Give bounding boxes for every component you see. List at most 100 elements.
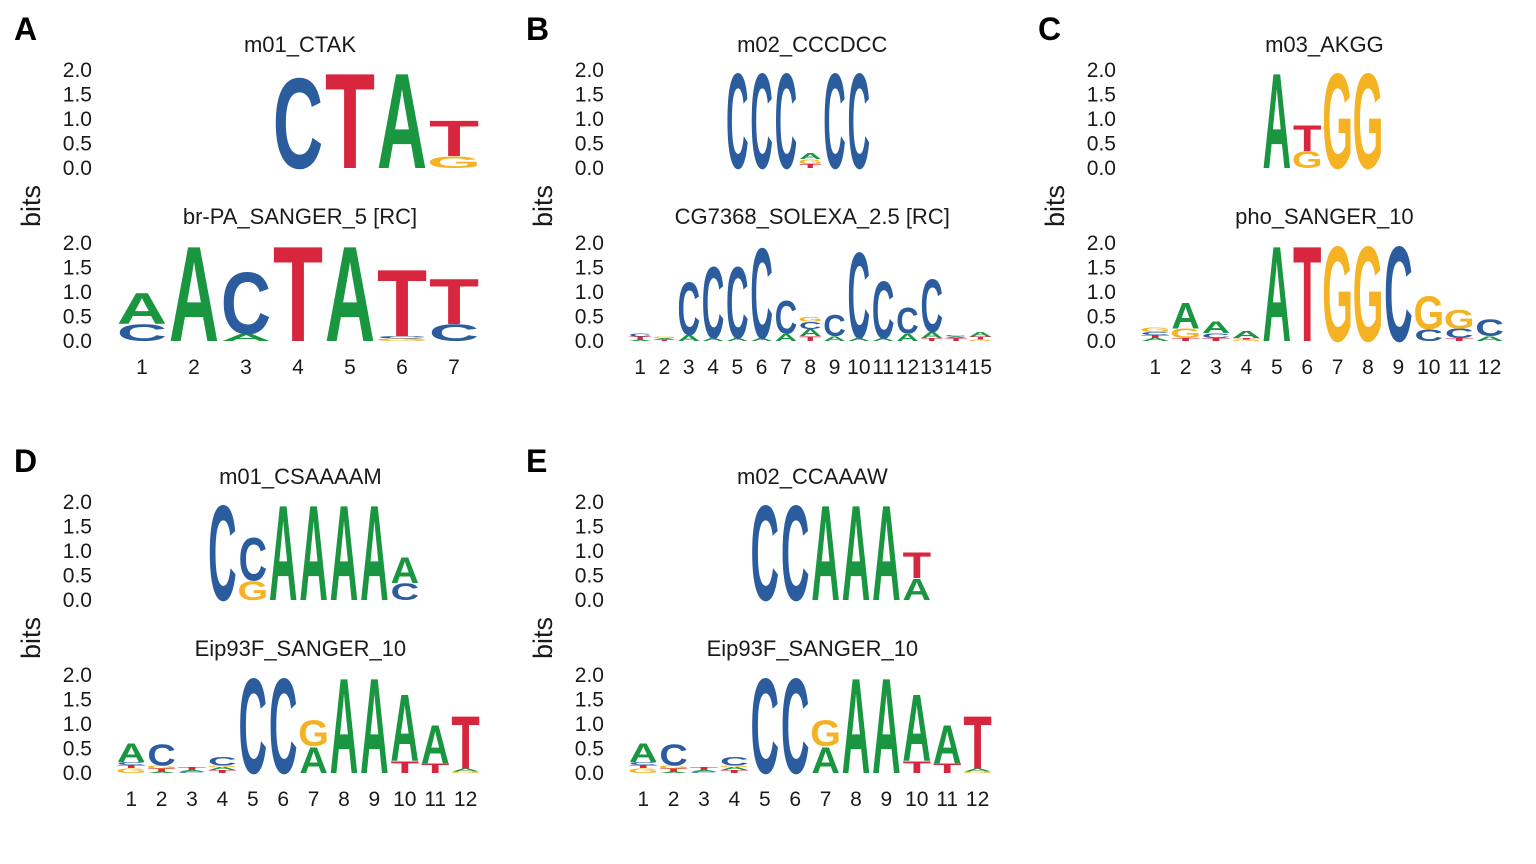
- match-logo-col12-letter-A: A: [896, 332, 919, 344]
- match-logo-col2-letter-A: A: [659, 771, 687, 773]
- match-logo-col5-letter-C: C: [751, 651, 779, 803]
- match-logo-column-13: TAC: [921, 266, 944, 350]
- match-logo-col5-letter-C: C: [726, 246, 748, 360]
- match-logo-column-6: AC: [750, 221, 772, 365]
- query-logo-col7-letter-A: A: [391, 550, 419, 592]
- query-logo-col4-letter-A: A: [842, 478, 870, 630]
- query-ytick-2.0: 2.0: [1087, 59, 1116, 82]
- y-axis-label: bits: [16, 617, 46, 659]
- xtick-11: 11: [424, 788, 446, 811]
- match-logo-col12-letter-C: C: [1475, 315, 1503, 341]
- match-ytick-0.0: 0.0: [1087, 330, 1116, 353]
- match-logo-col4-letter-G: G: [1231, 339, 1262, 341]
- match-logo-col11-letter-T: T: [1445, 337, 1473, 342]
- match-logo-col6-letter-C: C: [750, 221, 772, 365]
- match-logo-col1-letter-G: G: [116, 767, 147, 775]
- match-logo-column-11: TCG: [1444, 304, 1475, 342]
- xtick-8: 8: [850, 788, 862, 811]
- match-logo-col4-letter-A: A: [1232, 329, 1261, 340]
- match-logo-col8-letter-A: A: [330, 651, 358, 803]
- match-motif-title: Eip93F_SANGER_10: [195, 636, 407, 661]
- match-ytick-0.5: 0.5: [575, 306, 604, 329]
- match-logo-col3-letter-T: T: [1202, 337, 1230, 342]
- panel-letter: C: [1038, 11, 1061, 47]
- match-logo-col1-letter-T: T: [117, 765, 145, 770]
- query-logo-col3-letter-A: A: [811, 478, 839, 630]
- query-logo-column-4: G: [1353, 46, 1384, 198]
- match-logo-col6-letter-C: C: [781, 651, 809, 803]
- match-logo-col13-letter-A: A: [921, 331, 943, 340]
- match-logo-col8-letter-G: G: [1353, 219, 1384, 371]
- match-logo-col10-letter-C: C: [1415, 326, 1444, 344]
- xtick-12: 12: [966, 788, 989, 811]
- xtick-6: 6: [277, 788, 289, 811]
- match-logo-col15-letter-A: A: [969, 331, 991, 339]
- xtick-12: 12: [1478, 356, 1501, 379]
- match-logo-col3-letter-C: C: [178, 771, 206, 773]
- query-ytick-1.0: 1.0: [63, 540, 92, 563]
- match-logo-col4-letter-G: G: [207, 765, 238, 767]
- query-logo-column-1: C: [726, 45, 748, 197]
- match-logo-col3-letter-A: A: [178, 770, 206, 772]
- query-logo-column-4: A: [842, 478, 870, 630]
- xtick-3: 3: [186, 788, 198, 811]
- xtick-4: 4: [729, 788, 741, 811]
- xtick-9: 9: [829, 356, 841, 379]
- query-logo-col3-letter-C: C: [775, 45, 797, 197]
- query-ytick-0.5: 0.5: [1087, 133, 1116, 156]
- xtick-10: 10: [905, 788, 928, 811]
- match-logo-column-3: CAT: [178, 766, 206, 773]
- match-logo-col12-letter-G: G: [962, 771, 993, 773]
- match-logo-column-11: AC: [872, 265, 894, 356]
- query-logo-col4-letter-G: G: [427, 153, 481, 172]
- xtick-6: 6: [756, 356, 768, 379]
- match-logo-col6-letter-C: C: [269, 651, 297, 803]
- query-logo-col3-letter-A: A: [269, 478, 297, 630]
- y-axis-label: bits: [528, 617, 558, 659]
- xtick-2: 2: [188, 356, 200, 379]
- query-ytick-0.5: 0.5: [63, 565, 92, 588]
- match-logo-column-14: TAC: [945, 335, 968, 342]
- query-logo-column-5: A: [330, 478, 358, 630]
- match-ytick-2.0: 2.0: [575, 664, 604, 687]
- match-logo-col11-letter-C: C: [872, 265, 894, 356]
- match-logo-col2-letter-C: C: [147, 739, 175, 773]
- query-logo-col6-letter-C: C: [848, 45, 870, 197]
- match-logo-col13-letter-C: C: [921, 266, 943, 350]
- match-motif-title: CG7368_SOLEXA_2.5 [RC]: [675, 204, 950, 229]
- match-logo-col9-letter-C: C: [1384, 219, 1412, 371]
- match-logo-col4-letter-T: T: [720, 769, 748, 774]
- match-logo-col12-letter-T: T: [963, 703, 991, 786]
- query-logo-col2-letter-G: G: [1292, 147, 1323, 173]
- match-logo-col6-letter-G: G: [375, 338, 429, 342]
- match-logo-col4-letter-C: C: [208, 755, 236, 768]
- match-logo-col3-letter-C: C: [678, 268, 700, 352]
- xtick-4: 4: [292, 356, 304, 379]
- query-logo-column-1: A: [1263, 46, 1291, 198]
- match-logo-column-2: A: [169, 218, 219, 370]
- match-logo-column-9: C: [1384, 219, 1412, 371]
- match-logo-col11-letter-C: C: [1445, 326, 1473, 341]
- match-logo-col2-letter-G: G: [658, 765, 689, 770]
- xtick-7: 7: [780, 356, 792, 379]
- match-logo-column-10: CG: [1413, 286, 1444, 345]
- query-ytick-0.0: 0.0: [1087, 157, 1116, 180]
- match-motif-title: br-PA_SANGER_5 [RC]: [183, 204, 417, 229]
- match-logo-column-15: GTA: [968, 331, 992, 342]
- query-logo-column-4: A: [299, 478, 327, 630]
- panel-letter: B: [526, 11, 549, 47]
- query-logo-col3-letter-G: G: [1322, 46, 1353, 198]
- query-logo-column-5: A: [872, 478, 900, 630]
- query-motif-title: m02_CCCDCC: [737, 32, 887, 57]
- query-logo-column-5: C: [823, 45, 845, 197]
- xtick-4: 4: [707, 356, 719, 379]
- xtick-8: 8: [1362, 356, 1374, 379]
- match-logo-col2-letter-A: A: [147, 771, 175, 773]
- xtick-7: 7: [1332, 356, 1344, 379]
- match-logo-col10-letter-A: A: [848, 337, 870, 342]
- match-logo-column-5: C: [751, 651, 779, 803]
- xtick-8: 8: [338, 788, 350, 811]
- match-logo-column-10: TA: [391, 676, 420, 782]
